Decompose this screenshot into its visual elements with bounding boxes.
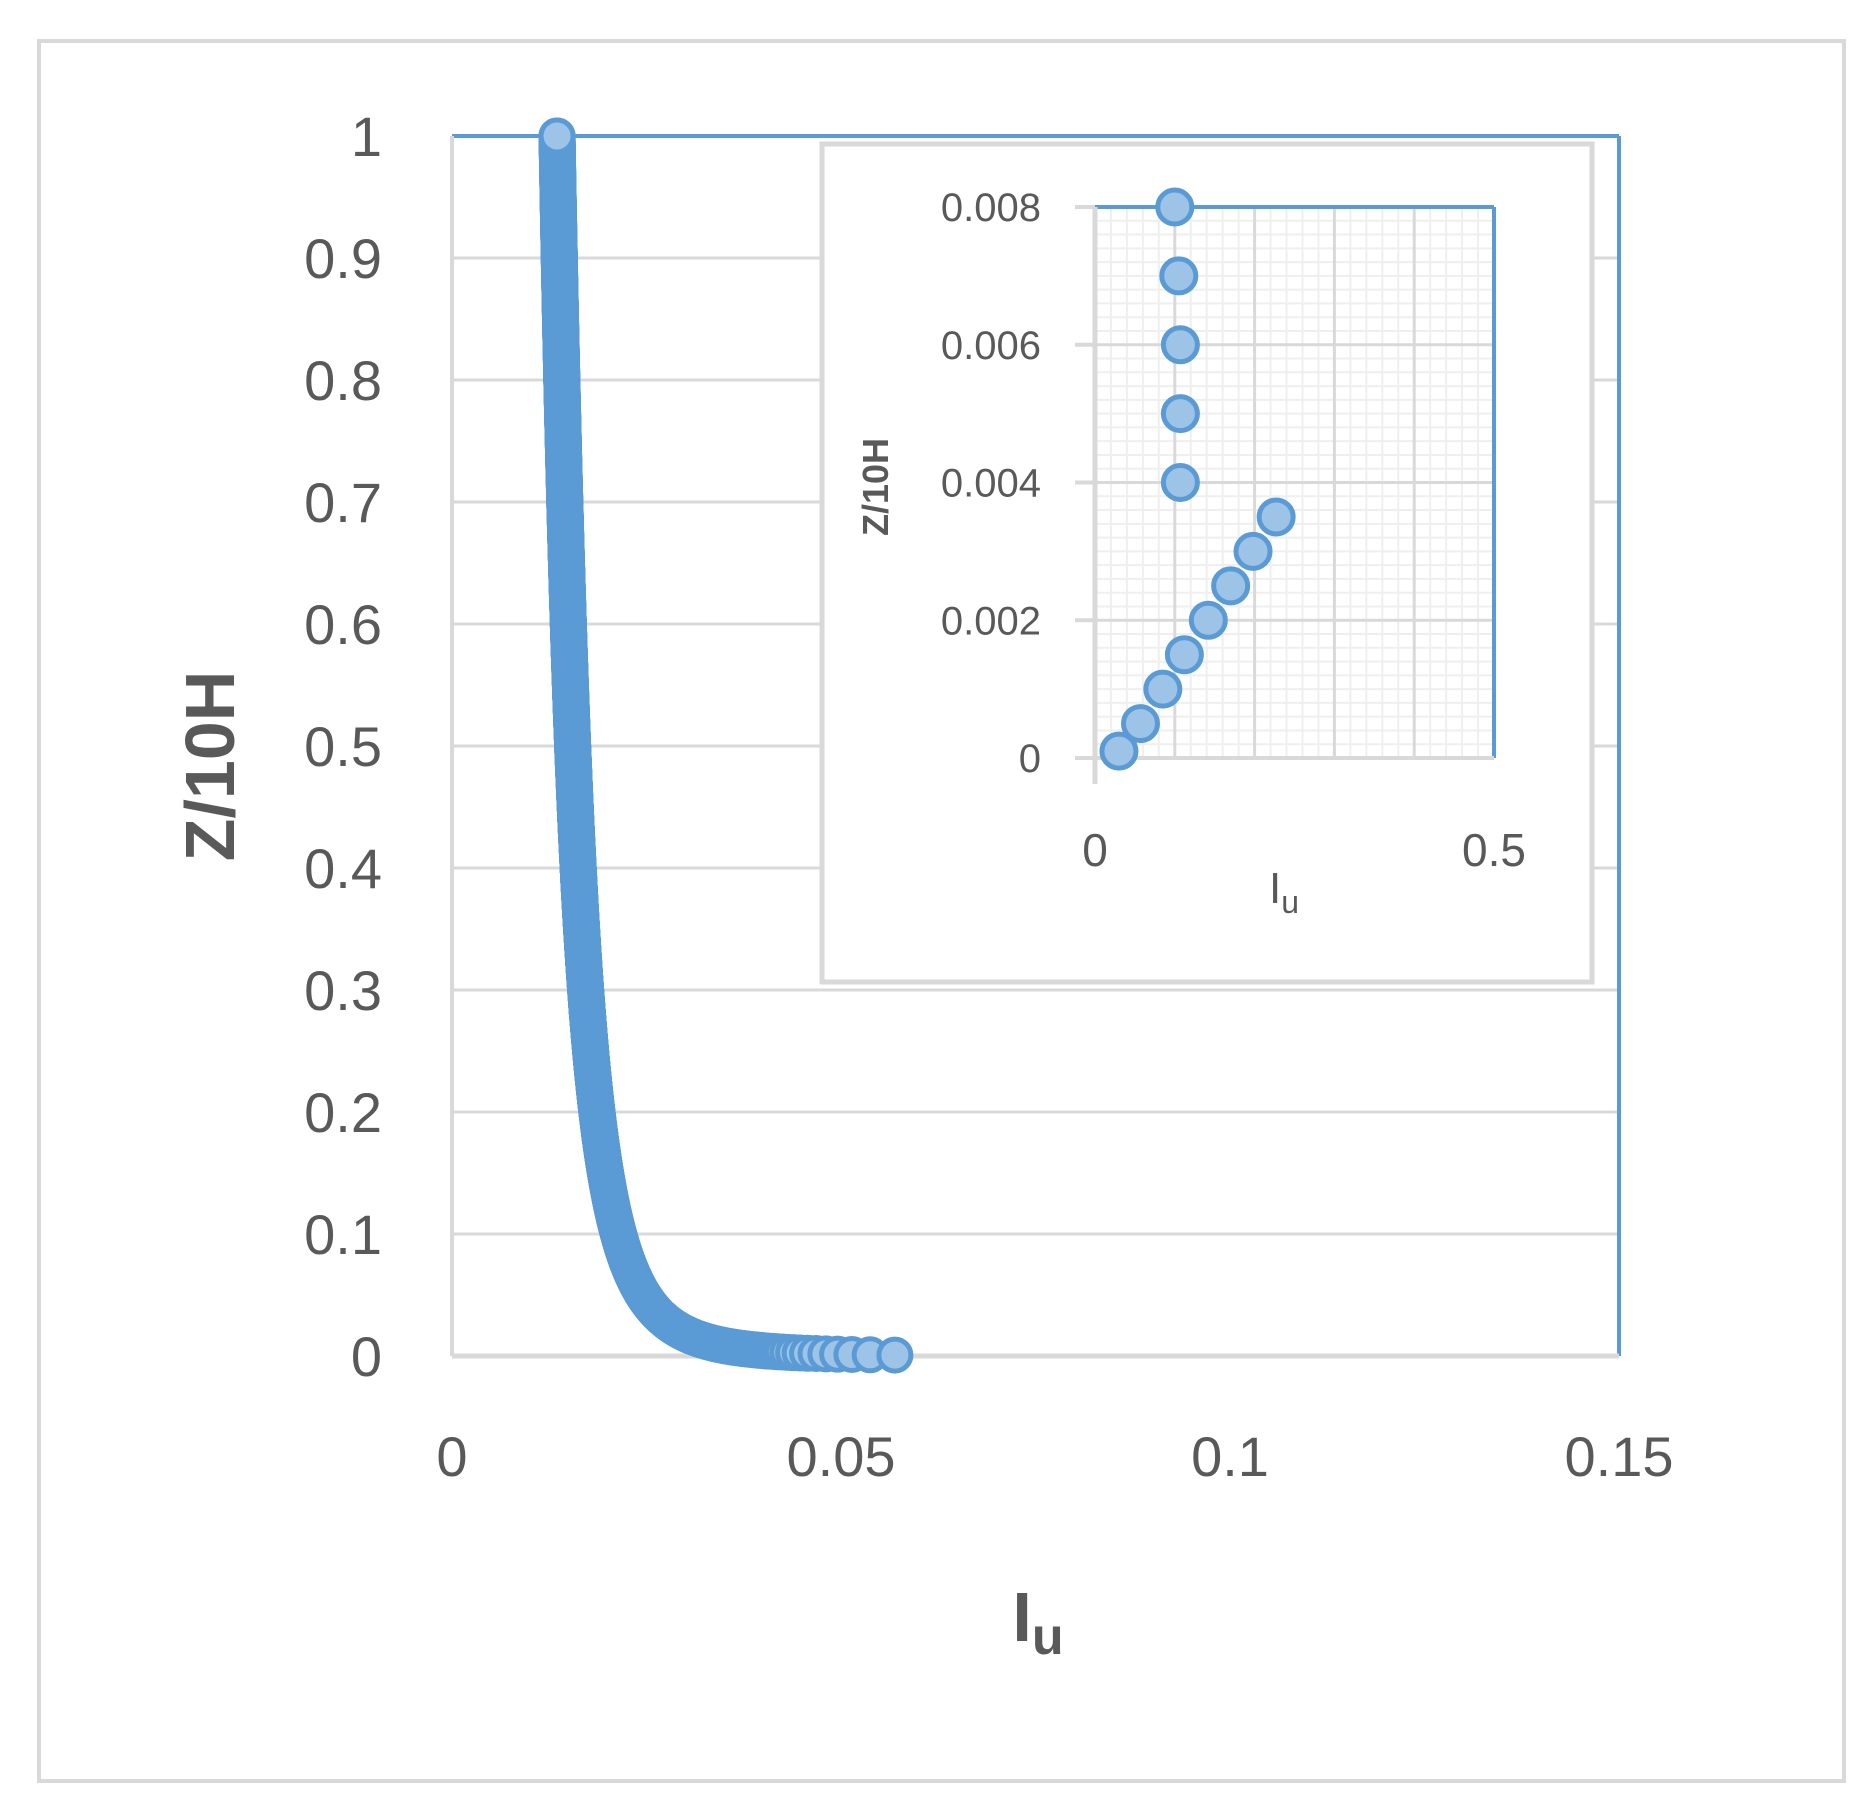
main-x-tick-label: 0	[436, 1425, 467, 1488]
inset-x-tick-label: 0	[1082, 824, 1108, 876]
main-y-tick-label: 0.3	[304, 959, 382, 1022]
inset-y-tick-label: 0.006	[941, 324, 1041, 368]
main-y-tick-label: 0.8	[304, 349, 382, 412]
inset-y-tick-label: 0	[1019, 737, 1041, 781]
main-y-tick-label: 0.4	[304, 837, 382, 900]
main-data-point	[538, 117, 576, 155]
main-data-series	[538, 117, 914, 1374]
main-y-tick-label: 0.6	[304, 593, 382, 656]
main-y-tick-label: 0	[351, 1325, 382, 1388]
main-x-tick-label: 0.05	[787, 1425, 896, 1488]
inset-x-axis-title-subscript: u	[1281, 884, 1299, 920]
inset-y-tick-label: 0.002	[941, 599, 1041, 643]
main-plot-frame	[450, 134, 1621, 1359]
inset-data-point	[1233, 531, 1273, 571]
inset-data-point	[1159, 256, 1199, 296]
main-x-axis-title-main: I	[1012, 1578, 1031, 1656]
inset-data-point	[1155, 187, 1195, 227]
main-y-axis-title: Z/10H	[171, 671, 249, 862]
inset-data-point	[1143, 669, 1183, 709]
inset-data-point	[1256, 497, 1296, 537]
main-y-tick-label: 0.7	[304, 471, 382, 534]
main-data-point	[876, 1336, 914, 1374]
inset-data-point	[1120, 704, 1160, 744]
inset-x-tick-label: 0.5	[1462, 824, 1526, 876]
inset-data-point	[1211, 566, 1251, 606]
main-x-axis-title-subscript: u	[1032, 1608, 1064, 1666]
main-x-tick-label: 0.15	[1565, 1425, 1674, 1488]
main-y-tick-label: 0.1	[304, 1203, 382, 1266]
inset-data-point	[1160, 463, 1200, 502]
inset-y-tick-label: 0.004	[941, 462, 1041, 506]
main-y-tick-label: 0.2	[304, 1081, 382, 1144]
main-y-tick-label: 0.9	[304, 227, 382, 290]
inset-data-point	[1160, 325, 1200, 365]
inset-x-axis-title-main: I	[1269, 864, 1281, 913]
main-x-tick-label: 0.1	[1191, 1425, 1269, 1488]
main-y-tick-label: 1	[351, 105, 382, 168]
inset-y-axis-title: Z/10H	[855, 438, 896, 536]
inset-y-tick-label: 0.008	[941, 186, 1041, 230]
inset-data-point	[1188, 600, 1228, 640]
inset-data-point	[1160, 394, 1200, 434]
inset-data-point	[1164, 635, 1204, 675]
main-y-tick-label: 0.5	[304, 715, 382, 778]
